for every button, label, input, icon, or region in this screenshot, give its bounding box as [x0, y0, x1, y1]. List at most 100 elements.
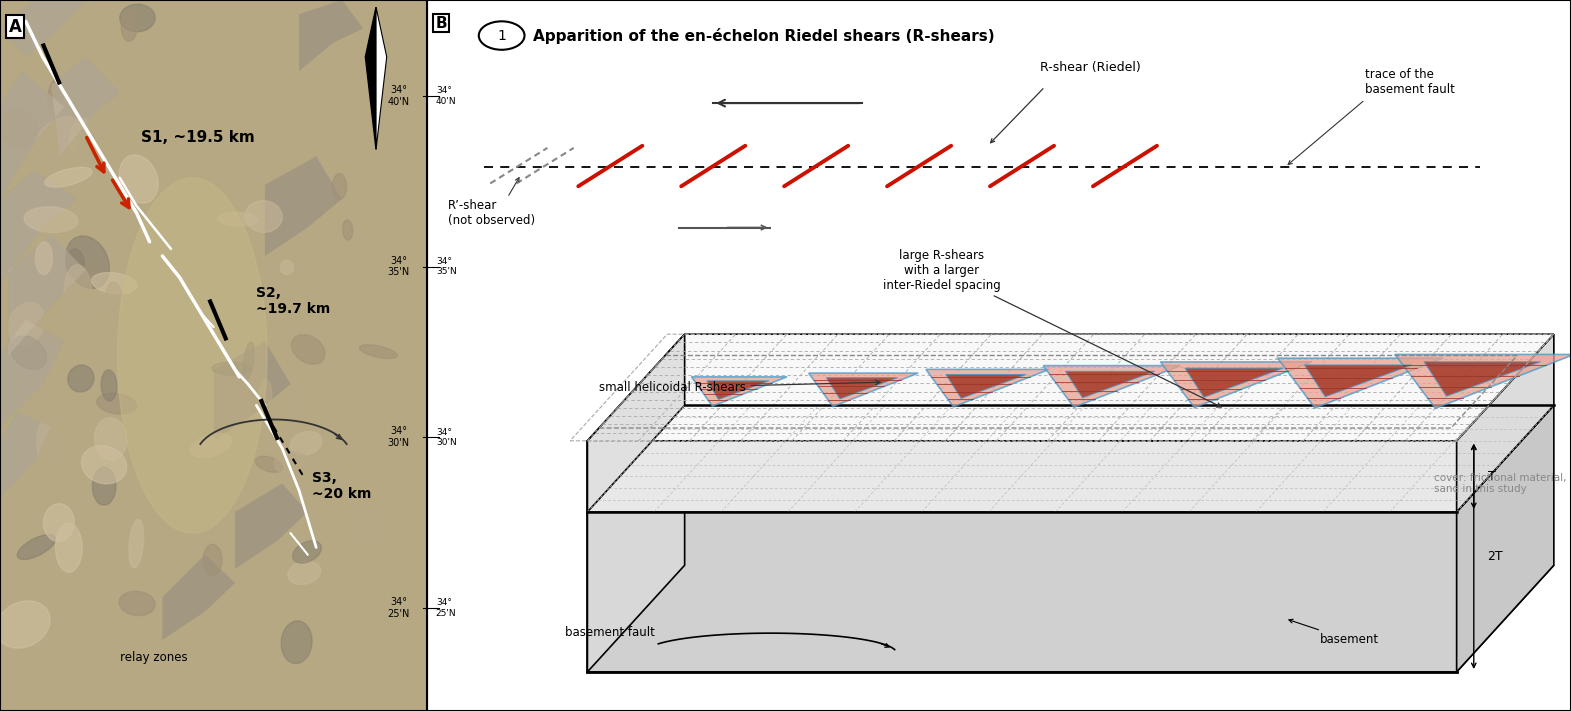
Ellipse shape: [94, 418, 127, 460]
Polygon shape: [265, 156, 342, 256]
Polygon shape: [588, 334, 1554, 441]
Ellipse shape: [333, 173, 347, 199]
Ellipse shape: [55, 523, 82, 572]
Ellipse shape: [292, 335, 325, 364]
Polygon shape: [0, 71, 64, 199]
Ellipse shape: [47, 79, 63, 117]
Text: cover: frictional material,
sand in this study: cover: frictional material, sand in this…: [1434, 473, 1566, 494]
Ellipse shape: [342, 220, 353, 240]
Text: 34°
25'N: 34° 25'N: [388, 597, 410, 619]
Ellipse shape: [245, 201, 283, 232]
Ellipse shape: [36, 417, 58, 466]
Polygon shape: [1161, 362, 1312, 407]
Polygon shape: [1304, 365, 1412, 397]
Text: 34°
25'N: 34° 25'N: [435, 598, 457, 618]
Polygon shape: [0, 0, 85, 57]
Ellipse shape: [69, 119, 101, 165]
Ellipse shape: [357, 503, 382, 545]
Polygon shape: [809, 373, 917, 407]
Polygon shape: [1395, 354, 1571, 408]
Polygon shape: [588, 441, 1456, 512]
Polygon shape: [214, 341, 291, 441]
Ellipse shape: [36, 242, 52, 274]
Polygon shape: [8, 235, 85, 356]
Polygon shape: [52, 57, 119, 156]
Ellipse shape: [24, 207, 79, 232]
Text: 2T: 2T: [1488, 550, 1503, 563]
Ellipse shape: [66, 236, 110, 289]
Text: B: B: [435, 16, 446, 31]
Ellipse shape: [68, 365, 94, 392]
Ellipse shape: [129, 519, 143, 568]
Text: 34°
35'N: 34° 35'N: [435, 257, 457, 277]
Text: R-shear (Riedel): R-shear (Riedel): [1040, 61, 1141, 74]
Polygon shape: [1423, 362, 1541, 396]
Ellipse shape: [33, 117, 82, 166]
Text: 34°
30'N: 34° 30'N: [435, 427, 457, 447]
Polygon shape: [0, 171, 77, 284]
Ellipse shape: [8, 303, 46, 346]
Polygon shape: [298, 0, 363, 71]
Ellipse shape: [64, 264, 91, 319]
Text: 34°
40'N: 34° 40'N: [435, 86, 457, 106]
Ellipse shape: [281, 621, 313, 663]
Ellipse shape: [259, 380, 272, 410]
Ellipse shape: [203, 544, 222, 575]
Ellipse shape: [66, 249, 85, 277]
Text: A: A: [8, 18, 22, 36]
Polygon shape: [588, 405, 685, 672]
Text: S2,
~19.7 km: S2, ~19.7 km: [256, 286, 330, 316]
Text: basement: basement: [1288, 619, 1378, 646]
Ellipse shape: [212, 362, 251, 375]
Polygon shape: [1277, 358, 1442, 408]
Ellipse shape: [93, 467, 116, 505]
Ellipse shape: [119, 155, 159, 203]
Ellipse shape: [280, 260, 294, 274]
Polygon shape: [0, 412, 52, 498]
Polygon shape: [707, 381, 770, 400]
Polygon shape: [946, 375, 1026, 398]
Polygon shape: [588, 334, 685, 512]
Ellipse shape: [0, 601, 50, 648]
Text: trace of the
basement fault: trace of the basement fault: [1365, 68, 1455, 96]
Polygon shape: [236, 483, 308, 569]
Ellipse shape: [82, 446, 127, 483]
Ellipse shape: [11, 336, 46, 370]
Polygon shape: [0, 71, 64, 199]
Polygon shape: [8, 235, 85, 356]
Ellipse shape: [244, 342, 255, 380]
Ellipse shape: [17, 535, 55, 560]
Polygon shape: [0, 412, 52, 498]
Ellipse shape: [118, 178, 267, 533]
Text: 34°
40'N: 34° 40'N: [388, 85, 410, 107]
Ellipse shape: [275, 451, 309, 476]
Polygon shape: [691, 377, 787, 406]
Ellipse shape: [46, 167, 93, 187]
Polygon shape: [366, 7, 375, 149]
Ellipse shape: [121, 9, 138, 41]
Ellipse shape: [218, 213, 258, 226]
Ellipse shape: [287, 382, 300, 417]
Ellipse shape: [360, 345, 397, 358]
Polygon shape: [375, 7, 386, 149]
Text: Apparition of the en-échelon Riedel shears (R-shears): Apparition of the en-échelon Riedel shea…: [533, 28, 994, 43]
Ellipse shape: [101, 370, 116, 401]
Ellipse shape: [256, 456, 283, 472]
Ellipse shape: [292, 541, 322, 563]
Text: S3,
~20 km: S3, ~20 km: [313, 471, 371, 501]
Polygon shape: [1185, 368, 1284, 397]
Text: 34°
35'N: 34° 35'N: [388, 256, 410, 277]
Text: basement fault: basement fault: [564, 626, 655, 639]
Polygon shape: [1456, 405, 1554, 672]
Text: 1: 1: [496, 28, 506, 43]
Polygon shape: [588, 512, 1456, 672]
Ellipse shape: [105, 282, 123, 321]
Polygon shape: [925, 370, 1049, 407]
Polygon shape: [162, 555, 236, 640]
Text: T: T: [1488, 470, 1496, 483]
Ellipse shape: [119, 4, 156, 32]
Ellipse shape: [287, 561, 320, 584]
Polygon shape: [826, 378, 897, 399]
Polygon shape: [0, 320, 64, 427]
Polygon shape: [1065, 371, 1155, 398]
